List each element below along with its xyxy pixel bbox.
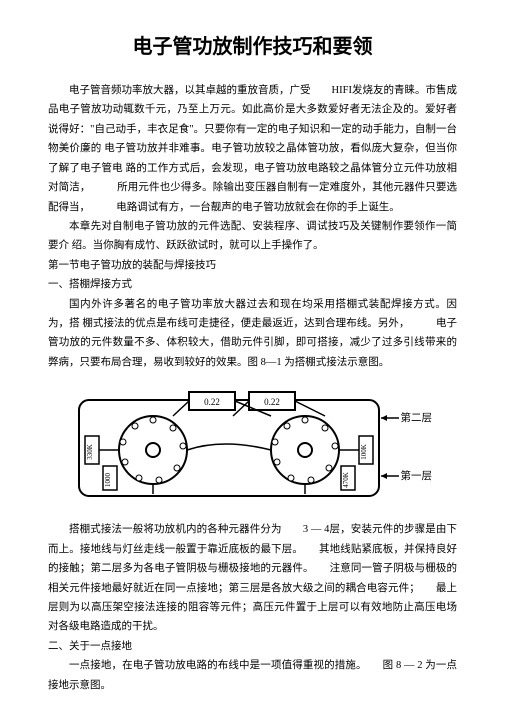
- section1-2-heading: 二、关于一点接地: [48, 637, 457, 656]
- paragraph-shed-method: 国内外许多著名的电子管功率放大器过去和现在均采用搭棚式装配焊接方式。因为，搭 棚…: [48, 295, 457, 373]
- layer-2-label: 第二层: [401, 410, 433, 425]
- section1-1-heading: 一、搭棚焊接方式: [48, 275, 457, 294]
- res-1000-left: 1000: [104, 473, 112, 488]
- res-100k: 100K: [360, 445, 368, 461]
- paragraph-layers: 搭棚式接法一般将功放机内的各种元器件分为 3 — 4层，安装元件的步骤是由下而上…: [48, 520, 457, 637]
- cap-0.22-right: 0.22: [264, 397, 280, 407]
- section1-heading: 第一节电子管功放的装配与焊接技巧: [48, 256, 457, 275]
- res-470k: 470K: [342, 473, 350, 489]
- cap-0.22-left: 0.22: [204, 397, 220, 407]
- paragraph-intro: 电子管音频功率放大器，以其卓越的重放音质，广受 HIFI发烧友的青睐。市售成品电…: [48, 81, 457, 217]
- paragraph-single-ground: 一点接地，在电子管功放电路的布线中是一项值得重视的措施。 图 8 — 2 为一点…: [48, 656, 457, 695]
- layer-1-label: 第一层: [401, 468, 433, 483]
- figure-8-1: 0.22 0.22: [73, 388, 433, 508]
- document-title: 电子管功放制作技巧和要领: [48, 30, 457, 59]
- paragraph-overview: 本章先对自制电子管功放的元件选配、安装程序、调试技巧及关键制作要领作一简要介 绍…: [48, 217, 457, 256]
- res-330k-left: 330K: [86, 445, 94, 461]
